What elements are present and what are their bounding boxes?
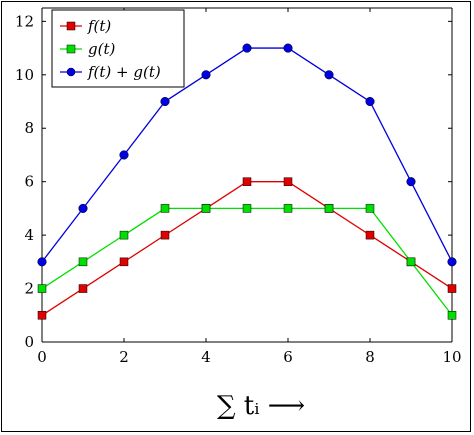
legend-label: g(t) (88, 40, 115, 58)
data-point (160, 230, 170, 240)
data-point (37, 257, 47, 267)
legend-label: f(t) (87, 17, 111, 35)
legend-item: f(t) + g(t) (60, 63, 161, 81)
data-point (119, 230, 129, 240)
data-point (283, 177, 293, 186)
data-point (242, 43, 252, 53)
data-point (201, 70, 211, 80)
data-point (365, 204, 375, 213)
data-point (78, 257, 88, 267)
data-point (119, 257, 129, 267)
x-tick-label: 2 (119, 348, 129, 366)
legend-item: g(t) (60, 40, 115, 58)
data-point (78, 203, 88, 213)
data-point (447, 284, 457, 293)
ticks: 0 2 4 6 8 10 0 2 4 6 8 10 12 (15, 8, 462, 366)
x-tick-label: 8 (365, 348, 375, 366)
series-line (41, 207, 453, 316)
legend-marker (66, 21, 76, 31)
data-point (119, 150, 129, 160)
data-point (365, 96, 375, 107)
series-2 (37, 43, 457, 267)
x-tick-label: 10 (442, 348, 461, 366)
data-point (324, 204, 334, 213)
data-point (406, 257, 416, 267)
series-layer (37, 43, 457, 320)
data-point (365, 230, 375, 240)
y-tick-label: 10 (15, 66, 34, 84)
data-point (201, 204, 211, 213)
data-point (324, 70, 334, 80)
data-point (406, 177, 416, 187)
data-point (37, 284, 47, 293)
y-tick-label: 8 (24, 119, 34, 137)
x-tick-label: 4 (201, 348, 211, 366)
series-0 (37, 177, 457, 320)
data-point (283, 204, 293, 213)
series-1 (37, 204, 457, 320)
legend-item: f(t) (60, 17, 111, 35)
y-tick-label: 4 (24, 226, 34, 244)
legend: f(t) g(t) f(t) + g(t) (51, 9, 185, 88)
data-point (447, 257, 457, 267)
data-point (160, 96, 170, 107)
data-point (242, 177, 252, 186)
y-tick-label: 6 (24, 173, 34, 191)
y-tick-label: 0 (24, 333, 34, 351)
data-point (447, 311, 457, 320)
data-point (37, 311, 47, 320)
x-tick-label: 0 (37, 348, 47, 366)
data-point (242, 204, 252, 213)
data-point (283, 43, 293, 53)
x-axis-label: ∑ tᵢ ⟶ (217, 391, 305, 421)
x-tick-label: 6 (283, 348, 293, 366)
data-point (78, 284, 88, 293)
legend-marker (66, 67, 76, 77)
y-tick-label: 12 (15, 12, 34, 30)
legend-marker (66, 44, 76, 54)
y-tick-label: 2 (24, 280, 34, 298)
legend-label: f(t) + g(t) (87, 63, 161, 81)
data-point (160, 204, 170, 213)
